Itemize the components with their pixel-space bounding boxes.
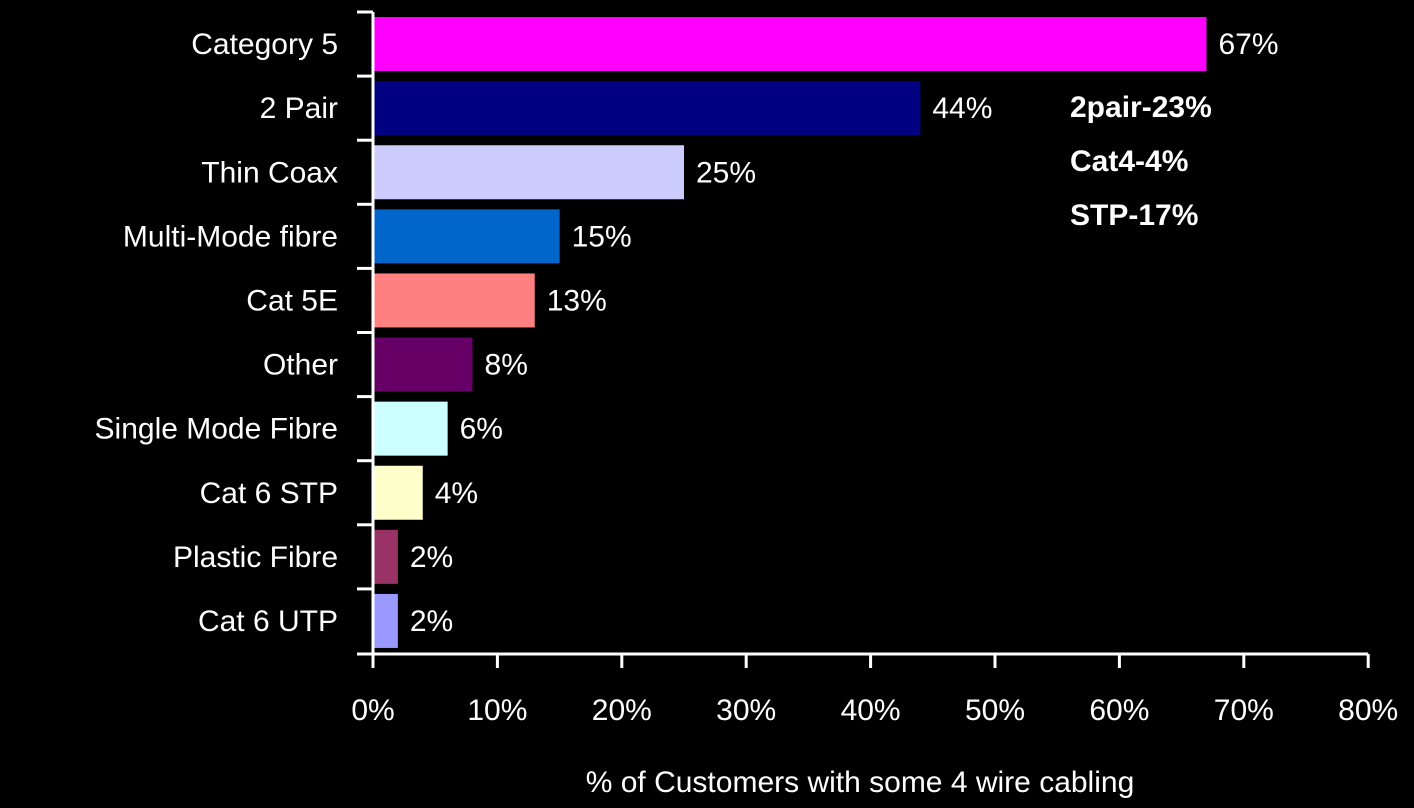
category-label-single-mode-fibre: Single Mode Fibre: [95, 413, 338, 446]
value-label-2-pair: 44%: [932, 92, 992, 125]
x-tick-label: 40%: [841, 694, 901, 727]
bar-single-mode-fibre: [374, 401, 448, 456]
x-tick-label: 0%: [351, 694, 394, 727]
value-label-thin-coax: 25%: [696, 156, 756, 189]
category-label-category-5: Category 5: [191, 28, 338, 61]
category-label-thin-coax: Thin Coax: [201, 156, 338, 189]
category-label-plastic-fibre: Plastic Fibre: [173, 541, 338, 574]
value-label-cat-6-utp: 2%: [410, 605, 453, 638]
annotation-cat4-4: Cat4-4%: [1070, 145, 1188, 178]
bar-cat-5e: [374, 273, 535, 328]
bar-2-pair: [374, 81, 921, 136]
category-label-cat-5e: Cat 5E: [246, 284, 338, 317]
category-label-2-pair: 2 Pair: [260, 92, 338, 125]
x-tick-label: 70%: [1214, 694, 1274, 727]
annotation-stp-17: STP-17%: [1070, 199, 1198, 232]
value-label-multi-mode-fibre: 15%: [572, 220, 632, 253]
x-axis-label: % of Customers with some 4 wire cabling: [586, 766, 1135, 799]
x-tick-label: 50%: [965, 694, 1025, 727]
category-label-cat-6-stp: Cat 6 STP: [200, 477, 338, 510]
bar-cat-6-stp: [374, 465, 423, 520]
x-tick-label: 30%: [716, 694, 776, 727]
axes-group: 0% 10% 20% 30% 40% 50% 60% 70% 80%: [351, 10, 1398, 727]
bar-cat-6-utp: [374, 593, 398, 648]
category-label-other: Other: [263, 349, 338, 382]
bar-other: [374, 337, 473, 392]
bar-thin-coax: [374, 145, 684, 200]
annotation-2pair-23: 2pair-23%: [1070, 91, 1212, 124]
bar-plastic-fibre: [374, 529, 398, 584]
x-tick-label: 80%: [1338, 694, 1398, 727]
bars-group: [374, 17, 1207, 648]
value-label-other: 8%: [485, 349, 528, 382]
category-labels-group: Category 5 2 Pair Thin Coax Multi-Mode fibr…: [95, 28, 338, 638]
x-tick-label: 60%: [1089, 694, 1149, 727]
category-label-cat-6-utp: Cat 6 UTP: [198, 605, 338, 638]
x-tick-label: 20%: [592, 694, 652, 727]
value-label-cat-6-stp: 4%: [435, 477, 478, 510]
value-labels-group: 67% 44% 25% 15% 13% 8% 6% 4% 2% 2%: [410, 28, 1279, 638]
annotations-group: 2pair-23% Cat4-4% STP-17%: [1070, 91, 1212, 232]
value-label-plastic-fibre: 2%: [410, 541, 453, 574]
value-label-single-mode-fibre: 6%: [460, 413, 503, 446]
bar-multi-mode-fibre: [374, 209, 560, 264]
bar-category-5: [374, 17, 1207, 72]
value-label-category-5: 67%: [1218, 28, 1278, 61]
category-label-multi-mode-fibre: Multi-Mode fibre: [123, 220, 338, 253]
x-tick-label: 10%: [467, 694, 527, 727]
value-label-cat-5e: 13%: [547, 284, 607, 317]
